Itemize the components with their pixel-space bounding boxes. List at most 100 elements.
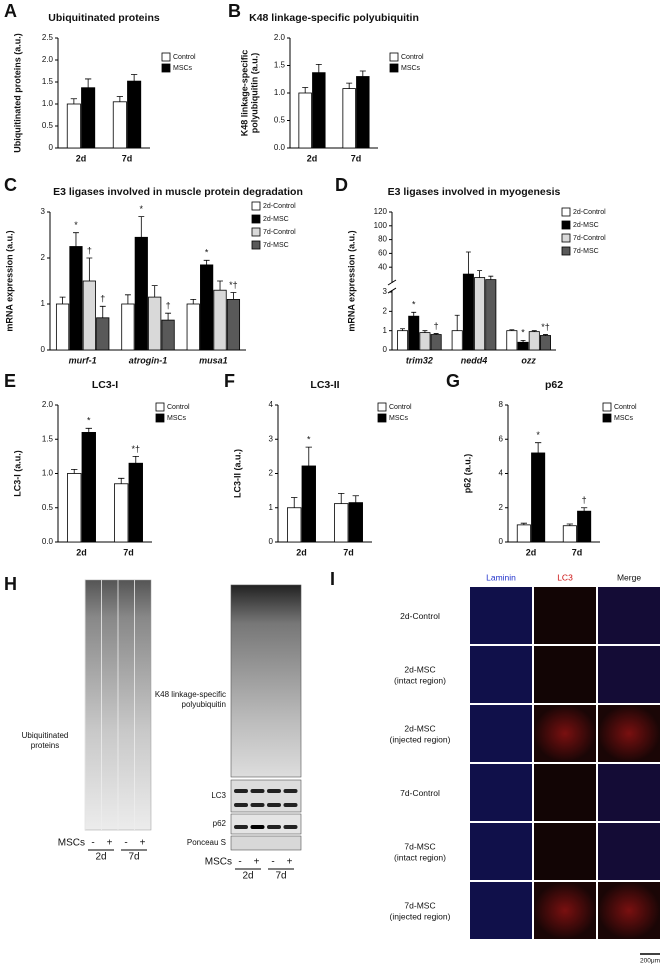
- band: [234, 789, 248, 793]
- column-header: LC3: [557, 572, 573, 582]
- bar: [451, 330, 463, 351]
- bar: [348, 502, 363, 543]
- legend-label: 2d-MSC: [263, 216, 289, 223]
- error-bar: [534, 442, 542, 453]
- chart-title: E3 ligases involved in muscle protein de…: [53, 186, 303, 198]
- micrograph: [470, 882, 532, 939]
- band: [267, 803, 281, 807]
- legend-swatch: [251, 227, 261, 237]
- bar: [577, 510, 592, 543]
- row-label: (injected region): [390, 911, 451, 921]
- column-header: Merge: [617, 572, 641, 582]
- panel-label: F: [224, 371, 235, 391]
- legend-label: MSCs: [173, 65, 193, 72]
- legend-label: 7d-MSC: [573, 248, 599, 255]
- bar: [55, 303, 70, 351]
- y-tick-label: 0.0: [274, 143, 286, 152]
- day-label: 7d: [128, 852, 139, 863]
- bar: [67, 473, 82, 543]
- micrograph: [598, 646, 660, 703]
- error-bar: [86, 257, 93, 281]
- bar: [128, 462, 143, 543]
- x-tick-label: 7d: [343, 547, 354, 557]
- bar: [127, 80, 142, 149]
- legend-swatch: [561, 233, 571, 243]
- legend-swatch: [561, 246, 571, 256]
- y-axis-label: p62 (a.u.): [462, 454, 472, 494]
- lane-sign: +: [254, 857, 260, 868]
- blot-label: polyubiquitin: [182, 700, 226, 709]
- row-label: 7d-MSC: [404, 900, 435, 910]
- y-tick-label: 1: [41, 299, 46, 308]
- significance: *: [521, 328, 525, 338]
- bar: [96, 317, 110, 351]
- y-tick-label: 4: [269, 400, 274, 409]
- y-axis-label: polyubiquitin (a.u.): [249, 53, 259, 134]
- legend-swatch: [389, 52, 399, 62]
- y-tick-label: 1.5: [42, 77, 54, 86]
- error-bar: [59, 296, 66, 304]
- bar: [301, 465, 316, 543]
- y-tick-label: 8: [499, 400, 504, 409]
- y-tick-label: 1.5: [274, 61, 286, 70]
- y-tick-label: 120: [374, 207, 388, 216]
- bar: [226, 298, 241, 351]
- error-bar: [85, 427, 92, 433]
- bar: [186, 303, 200, 351]
- row-label: 7d-MSC: [404, 841, 435, 851]
- legend-swatch: [161, 63, 171, 73]
- significance: *: [140, 204, 144, 214]
- error-bar: [465, 251, 471, 275]
- bar: [506, 330, 518, 351]
- significance: *†: [541, 322, 550, 332]
- y-tick-label: 1.0: [274, 88, 286, 97]
- error-bar: [352, 495, 359, 503]
- error-bar: [84, 78, 92, 88]
- x-tick-label: 2d: [76, 547, 87, 557]
- legend-label: 7d-Control: [573, 235, 606, 242]
- error-bar: [190, 299, 197, 304]
- x-tick-label: 2d: [526, 547, 537, 557]
- band: [234, 825, 248, 829]
- chart-title: LC3-I: [92, 379, 118, 391]
- bar: [69, 246, 83, 351]
- error-bar: [124, 294, 131, 304]
- bar: [134, 236, 148, 351]
- error-bar: [477, 270, 483, 278]
- lane-sign: -: [124, 838, 127, 849]
- significance: †: [166, 301, 171, 311]
- error-bar: [580, 507, 588, 512]
- legend-swatch: [561, 220, 571, 230]
- y-tick-label: 0.0: [42, 537, 54, 546]
- msc-label: MSCs: [58, 838, 85, 849]
- day-label: 2d: [242, 871, 253, 882]
- x-tick-label: 2d: [76, 153, 87, 163]
- micrograph: [534, 764, 596, 821]
- y-tick-label: 6: [499, 434, 504, 443]
- error-bar: [433, 333, 439, 335]
- significance: *: [87, 416, 91, 426]
- bar: [81, 431, 96, 543]
- error-bar: [566, 523, 574, 526]
- row-label: (injected region): [390, 734, 451, 744]
- legend-label: Control: [173, 54, 196, 61]
- bar: [213, 289, 227, 351]
- micrograph: [598, 823, 660, 880]
- bar: [334, 503, 349, 543]
- legend-label: Control: [614, 404, 637, 411]
- panel-label: I: [330, 569, 335, 589]
- bar: [397, 330, 409, 351]
- bar: [200, 264, 214, 351]
- legend-label: MSCs: [614, 415, 634, 422]
- error-bar: [411, 311, 417, 317]
- x-tick-label: trim32: [406, 355, 433, 365]
- error-bar: [543, 334, 548, 336]
- y-tick-label: 0: [41, 345, 46, 354]
- error-bar: [151, 285, 158, 298]
- error-bar: [400, 328, 405, 331]
- blot: [230, 779, 302, 813]
- error-bar: [488, 275, 494, 280]
- day-label: 2d: [95, 852, 106, 863]
- legend-label: Control: [167, 404, 190, 411]
- micrograph: [470, 705, 532, 762]
